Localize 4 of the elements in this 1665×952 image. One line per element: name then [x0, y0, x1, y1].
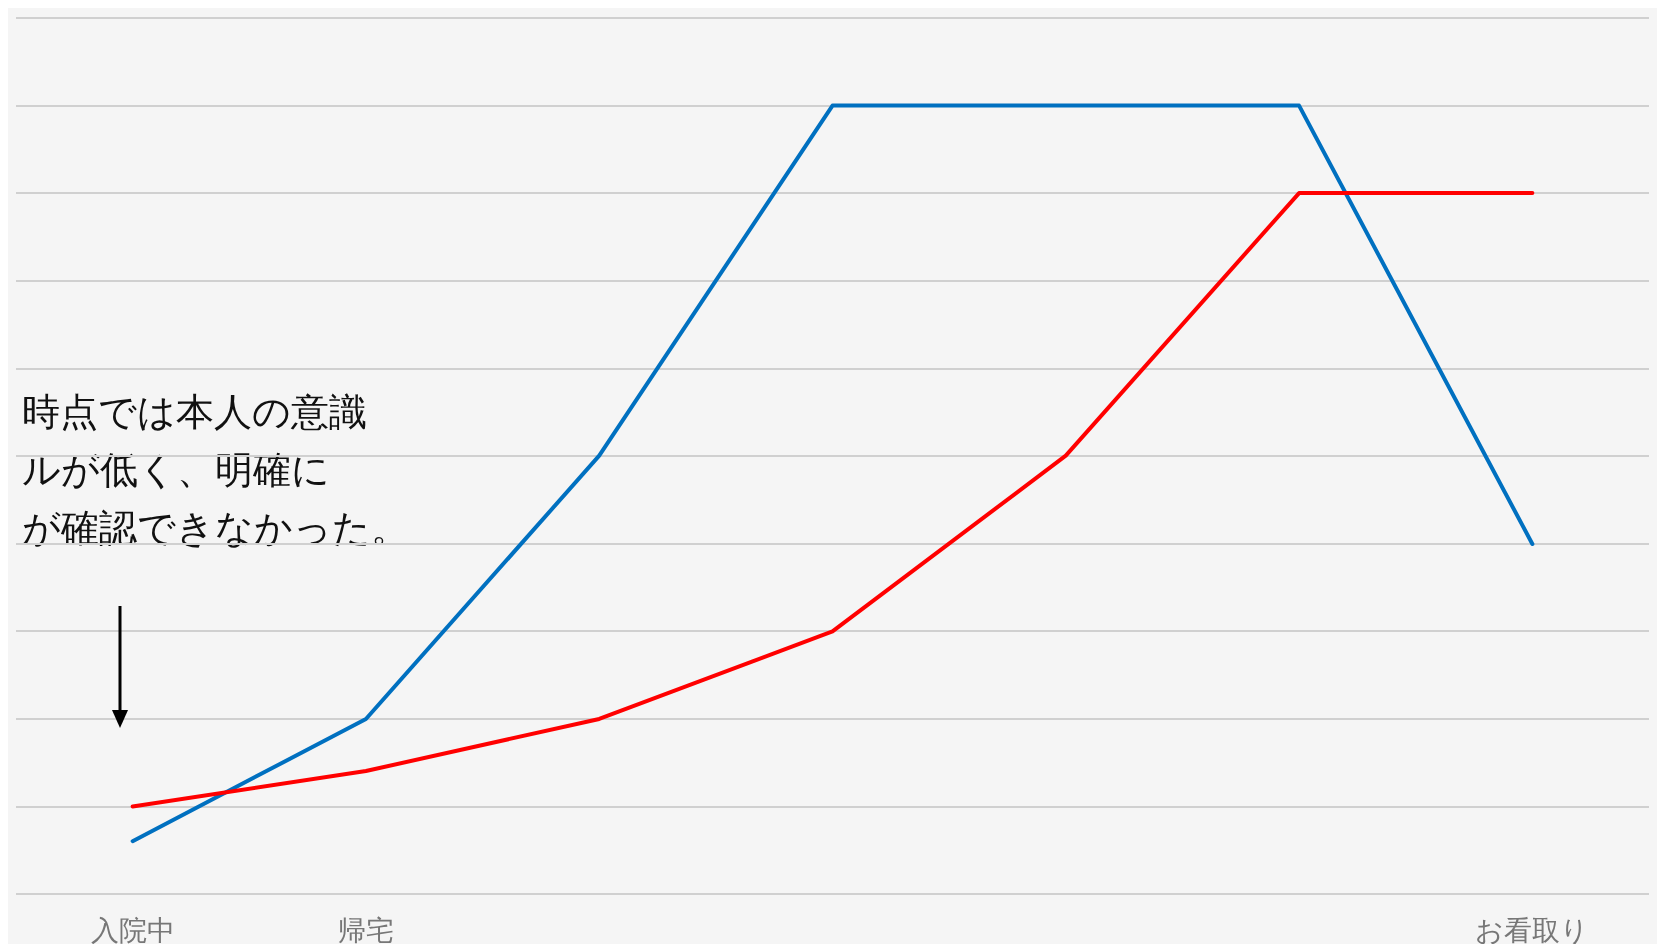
x-tick-label: お看取り: [1475, 914, 1590, 946]
x-tick-label: 入院中: [90, 914, 175, 946]
x-tick-label: 帰宅: [337, 914, 394, 946]
annotation: 時点では本人の意識: [22, 390, 367, 434]
